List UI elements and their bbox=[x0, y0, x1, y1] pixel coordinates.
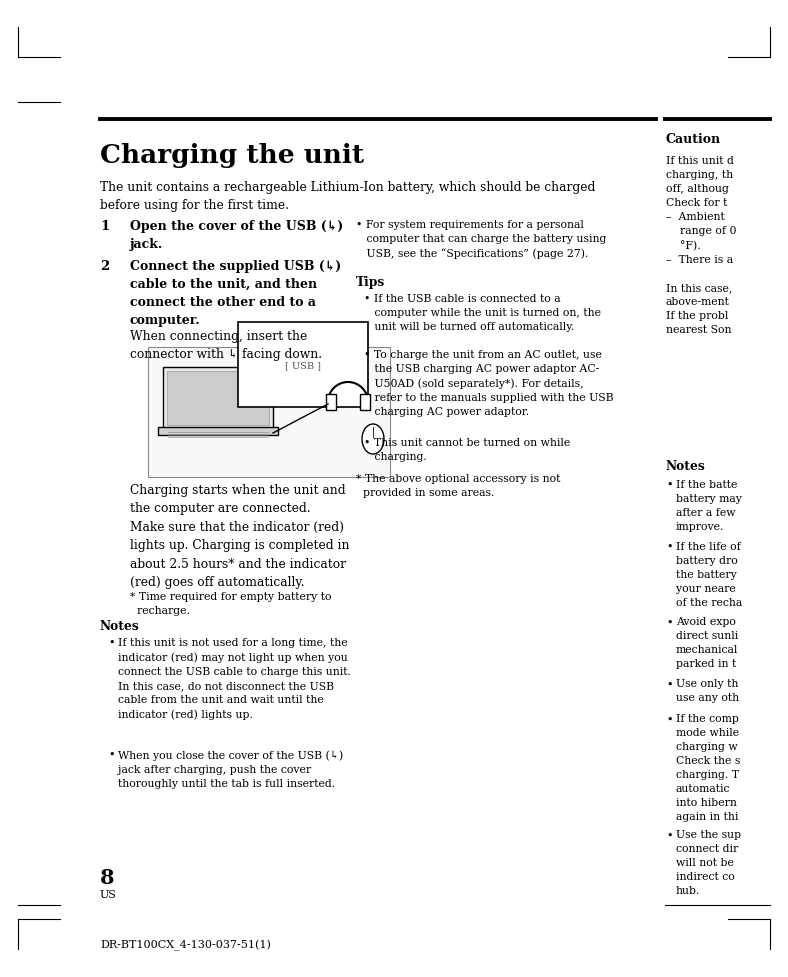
Text: If the life of
battery dro
the battery
your neare
of the recha: If the life of battery dro the battery y… bbox=[676, 541, 742, 608]
Text: If the batte
battery may
after a few
improve.: If the batte battery may after a few imp… bbox=[676, 480, 742, 531]
Bar bbox=[167, 371, 269, 426]
Bar bbox=[148, 348, 390, 478]
Text: 8: 8 bbox=[100, 868, 114, 887]
Ellipse shape bbox=[362, 425, 384, 454]
Text: When connecting, insert the
connector with ↳ facing down.: When connecting, insert the connector wi… bbox=[130, 329, 322, 361]
Text: When you close the cover of the USB (↳)
jack after charging, push the cover
thor: When you close the cover of the USB (↳) … bbox=[118, 749, 344, 787]
Text: •: • bbox=[666, 679, 672, 689]
Text: Charging starts when the unit and
the computer are connected.
Make sure that the: Charging starts when the unit and the co… bbox=[130, 484, 350, 589]
Text: 1: 1 bbox=[100, 220, 110, 233]
Bar bbox=[158, 428, 278, 436]
Text: Notes: Notes bbox=[666, 459, 706, 473]
Text: 2: 2 bbox=[100, 260, 110, 273]
Text: Notes: Notes bbox=[100, 619, 139, 632]
Text: •: • bbox=[666, 714, 672, 724]
Text: • This unit cannot be turned on while
   charging.: • This unit cannot be turned on while ch… bbox=[364, 438, 571, 461]
Text: • To charge the unit from an AC outlet, use
   the USB charging AC power adaptor: • To charge the unit from an AC outlet, … bbox=[364, 350, 614, 416]
Text: Tips: Tips bbox=[356, 276, 385, 289]
Text: If the comp
mode while
charging w
Check the s
charging. T
automatic
into hibern
: If the comp mode while charging w Check … bbox=[676, 714, 741, 822]
Text: Open the cover of the USB (↳)
jack.: Open the cover of the USB (↳) jack. bbox=[130, 220, 344, 251]
Text: * The above optional accessory is not
  provided in some areas.: * The above optional accessory is not pr… bbox=[356, 474, 560, 497]
Text: * Time required for empty battery to
  recharge.: * Time required for empty battery to rec… bbox=[130, 591, 332, 615]
Text: Use the sup
connect dir
will not be
indirect co
hub.: Use the sup connect dir will not be indi… bbox=[676, 829, 742, 896]
Text: •: • bbox=[666, 541, 672, 551]
Text: • If the USB cable is connected to a
   computer while the unit is turned on, th: • If the USB cable is connected to a com… bbox=[364, 294, 601, 331]
Text: Connect the supplied USB (↳)
cable to the unit, and then
connect the other end t: Connect the supplied USB (↳) cable to th… bbox=[130, 260, 341, 326]
Bar bbox=[163, 367, 273, 430]
Text: If this unit d
charging, th
off, althoug
Check for t
–  Ambient
    range of 0
 : If this unit d charging, th off, althoug… bbox=[666, 156, 737, 334]
Text: •: • bbox=[666, 480, 672, 489]
Bar bbox=[326, 395, 336, 410]
Text: Caution: Caution bbox=[666, 133, 721, 146]
Text: •: • bbox=[666, 829, 672, 839]
Text: Avoid expo
direct sunli
mechanical
parked in t: Avoid expo direct sunli mechanical parke… bbox=[676, 616, 738, 669]
Text: US: US bbox=[100, 889, 117, 899]
Text: Use only th
use any oth: Use only th use any oth bbox=[676, 679, 739, 702]
Text: Charging the unit: Charging the unit bbox=[100, 143, 364, 168]
Bar bbox=[238, 322, 368, 407]
Text: If this unit is not used for a long time, the
indicator (red) may not light up w: If this unit is not used for a long time… bbox=[118, 637, 351, 719]
Text: •: • bbox=[108, 637, 114, 648]
Text: [ USB ]: [ USB ] bbox=[285, 361, 321, 369]
Text: • For system requirements for a personal
   computer that can charge the battery: • For system requirements for a personal… bbox=[356, 220, 607, 259]
Text: •: • bbox=[108, 749, 114, 759]
Text: •: • bbox=[666, 616, 672, 627]
Bar bbox=[360, 395, 370, 410]
Text: The unit contains a rechargeable Lithium-Ion battery, which should be charged
be: The unit contains a rechargeable Lithium… bbox=[100, 181, 596, 212]
Text: DR-BT100CX_4-130-037-51(1): DR-BT100CX_4-130-037-51(1) bbox=[100, 939, 271, 951]
